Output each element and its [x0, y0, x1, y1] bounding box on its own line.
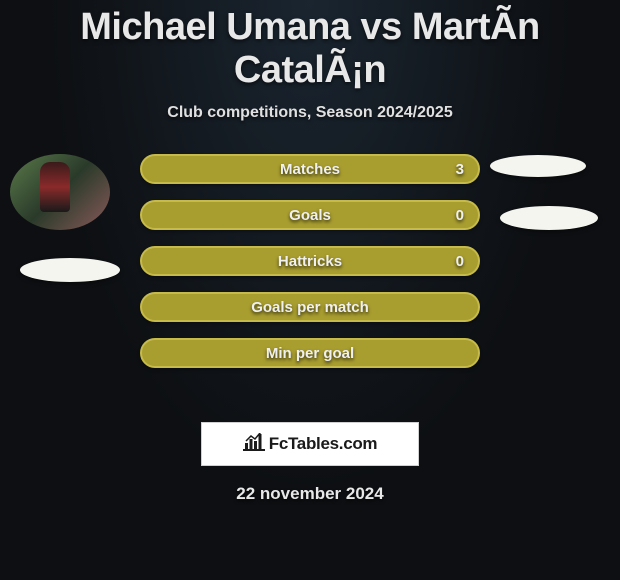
stat-value: 0: [456, 253, 464, 270]
stat-value: 0: [456, 207, 464, 224]
player-right-placeholder-2: [500, 206, 598, 230]
stat-label: Goals per match: [251, 299, 369, 316]
page-title: Michael Umana vs MartÃ­n CatalÃ¡n: [0, 0, 620, 92]
bar-chart-icon: [243, 433, 265, 456]
player-right-placeholder-1: [490, 155, 586, 177]
stats-column: Matches 3 Goals 0 Hattricks 0 Goals per …: [140, 154, 480, 384]
comparison-area: Matches 3 Goals 0 Hattricks 0 Goals per …: [0, 154, 620, 404]
stat-bar-goals-per-match: Goals per match: [140, 292, 480, 322]
player-left-placeholder: [20, 258, 120, 282]
stat-bar-matches: Matches 3: [140, 154, 480, 184]
stat-value: 3: [456, 161, 464, 178]
logo-text: FcTables.com: [269, 434, 378, 454]
footer-date: 22 november 2024: [0, 484, 620, 504]
stat-label: Min per goal: [266, 345, 354, 362]
stat-bar-min-per-goal: Min per goal: [140, 338, 480, 368]
stat-bar-goals: Goals 0: [140, 200, 480, 230]
stat-label: Goals: [289, 207, 331, 224]
page-subtitle: Club competitions, Season 2024/2025: [0, 104, 620, 122]
player-left-avatar: [10, 154, 110, 230]
stat-bar-hattricks: Hattricks 0: [140, 246, 480, 276]
stat-label: Hattricks: [278, 253, 342, 270]
stat-label: Matches: [280, 161, 340, 178]
site-logo: FcTables.com: [201, 422, 419, 466]
